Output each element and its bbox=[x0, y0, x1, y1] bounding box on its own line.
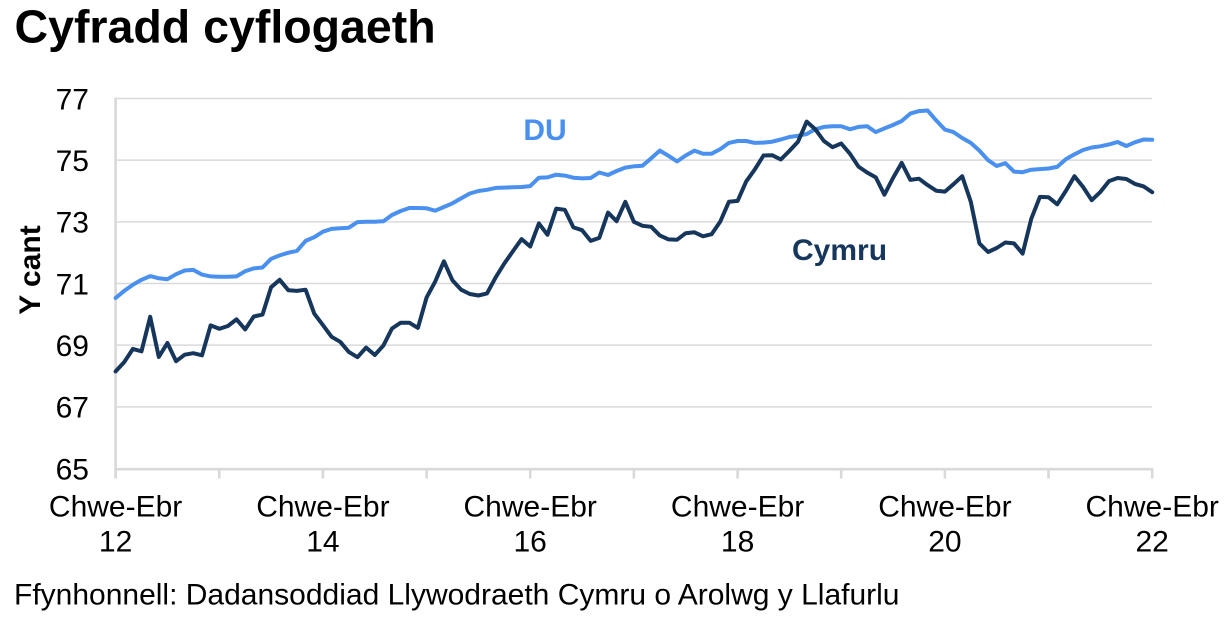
svg-text:67: 67 bbox=[56, 392, 89, 425]
svg-text:Ffynhonnell: Dadansoddiad Llyw: Ffynhonnell: Dadansoddiad Llywodraeth Cy… bbox=[14, 579, 899, 612]
svg-text:75: 75 bbox=[56, 145, 89, 178]
svg-text:20: 20 bbox=[928, 526, 961, 559]
svg-text:Y cant: Y cant bbox=[14, 225, 47, 315]
svg-text:DU: DU bbox=[523, 114, 566, 147]
svg-text:18: 18 bbox=[721, 526, 754, 559]
svg-text:69: 69 bbox=[56, 330, 89, 363]
svg-text:16: 16 bbox=[514, 526, 547, 559]
svg-text:65: 65 bbox=[56, 453, 89, 486]
svg-text:Chwe-Ebr: Chwe-Ebr bbox=[464, 491, 597, 524]
svg-text:Cymru: Cymru bbox=[792, 234, 887, 267]
svg-text:77: 77 bbox=[56, 83, 89, 116]
svg-text:Chwe-Ebr: Chwe-Ebr bbox=[256, 491, 389, 524]
svg-text:22: 22 bbox=[1136, 526, 1169, 559]
svg-text:Cyfradd cyflogaeth: Cyfradd cyflogaeth bbox=[15, 0, 436, 52]
svg-text:71: 71 bbox=[56, 268, 89, 301]
svg-text:Chwe-Ebr: Chwe-Ebr bbox=[878, 491, 1011, 524]
svg-text:73: 73 bbox=[56, 207, 89, 240]
svg-text:Chwe-Ebr: Chwe-Ebr bbox=[1086, 491, 1219, 524]
svg-text:12: 12 bbox=[99, 526, 132, 559]
svg-text:Chwe-Ebr: Chwe-Ebr bbox=[49, 491, 182, 524]
svg-text:14: 14 bbox=[306, 526, 339, 559]
svg-text:Chwe-Ebr: Chwe-Ebr bbox=[671, 491, 804, 524]
